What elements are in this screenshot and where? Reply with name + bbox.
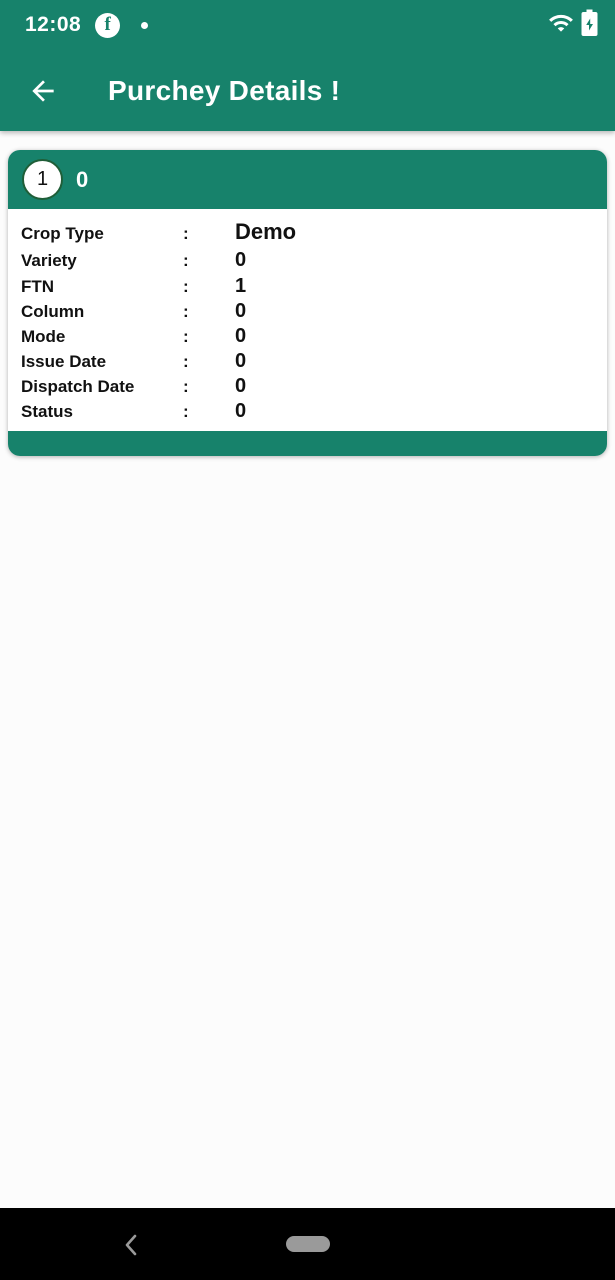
wifi-icon: [548, 10, 574, 41]
purchey-detail-card[interactable]: 1 0 Crop Type : Demo Variety : 0 FTN : 1…: [8, 150, 607, 456]
card-footer-bar: [8, 431, 607, 456]
detail-row-column: Column : 0: [21, 299, 597, 324]
page-title: Purchey Details !: [108, 74, 341, 106]
row-value: 0: [235, 249, 247, 271]
row-label: Column: [21, 302, 85, 321]
row-separator: :: [183, 251, 189, 270]
facebook-icon: f: [95, 12, 121, 38]
row-label: Mode: [21, 327, 66, 346]
row-separator: :: [183, 327, 189, 346]
row-separator: :: [183, 377, 189, 396]
row-label: FTN: [21, 277, 55, 296]
app-header: 12:08 f: [0, 0, 615, 131]
row-label: Issue Date: [21, 352, 107, 371]
app-bar: Purchey Details !: [0, 50, 615, 131]
row-value: Demo: [235, 219, 297, 244]
detail-row-dispatch-date: Dispatch Date : 0: [21, 374, 597, 399]
row-separator: :: [183, 352, 189, 371]
nav-back-chevron-icon[interactable]: [118, 1232, 144, 1258]
row-value: 0: [235, 375, 247, 397]
row-label: Crop Type: [21, 224, 104, 243]
row-value: 0: [235, 400, 247, 422]
row-label: Dispatch Date: [21, 377, 135, 396]
row-separator: :: [183, 224, 189, 243]
row-label: Status: [21, 402, 73, 421]
row-value: 0: [235, 300, 247, 322]
row-separator: :: [183, 402, 189, 421]
row-value: 1: [235, 275, 247, 297]
status-bar: 12:08 f: [0, 0, 615, 50]
notification-dot-icon: [141, 21, 149, 29]
detail-row-variety: Variety : 0: [21, 247, 597, 274]
detail-row-crop-type: Crop Type : Demo: [21, 218, 597, 247]
detail-row-mode: Mode : 0: [21, 324, 597, 349]
row-value: 0: [235, 350, 247, 372]
detail-row-issue-date: Issue Date : 0: [21, 349, 597, 374]
row-label: Variety: [21, 251, 77, 270]
detail-row-ftn: FTN : 1: [21, 274, 597, 299]
row-separator: :: [183, 277, 189, 296]
row-value: 0: [235, 325, 247, 347]
system-navigation-bar: [0, 1208, 615, 1280]
index-badge: 1: [22, 159, 63, 200]
card-header: 1 0: [8, 150, 607, 209]
badge-value: 0: [76, 166, 89, 192]
home-pill-handle[interactable]: [285, 1236, 330, 1252]
status-time: 12:08: [25, 13, 82, 36]
row-separator: :: [183, 302, 189, 321]
card-body: Crop Type : Demo Variety : 0 FTN : 1 Col…: [8, 209, 607, 431]
back-arrow-icon[interactable]: [26, 74, 60, 108]
detail-row-status: Status : 0: [21, 399, 597, 424]
battery-charging-icon: [581, 9, 598, 42]
